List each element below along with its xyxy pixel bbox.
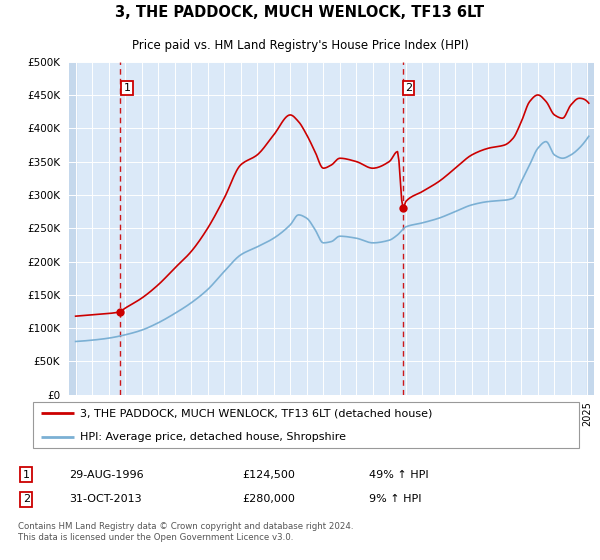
Text: HPI: Average price, detached house, Shropshire: HPI: Average price, detached house, Shro… — [80, 432, 346, 442]
Text: 2: 2 — [405, 83, 412, 94]
FancyBboxPatch shape — [33, 402, 579, 448]
Text: £280,000: £280,000 — [242, 494, 295, 504]
Text: 3, THE PADDOCK, MUCH WENLOCK, TF13 6LT (detached house): 3, THE PADDOCK, MUCH WENLOCK, TF13 6LT (… — [80, 408, 432, 418]
Text: 49% ↑ HPI: 49% ↑ HPI — [369, 470, 429, 480]
Bar — [69, 62, 76, 395]
Bar — [587, 62, 594, 395]
Text: 1: 1 — [124, 83, 130, 94]
Text: 2: 2 — [23, 494, 30, 504]
Text: 9% ↑ HPI: 9% ↑ HPI — [369, 494, 422, 504]
Text: 29-AUG-1996: 29-AUG-1996 — [70, 470, 144, 480]
Bar — [69, 62, 76, 395]
Text: £124,500: £124,500 — [242, 470, 295, 480]
Text: Contains HM Land Registry data © Crown copyright and database right 2024.
This d: Contains HM Land Registry data © Crown c… — [18, 522, 353, 542]
Text: 3, THE PADDOCK, MUCH WENLOCK, TF13 6LT: 3, THE PADDOCK, MUCH WENLOCK, TF13 6LT — [115, 6, 485, 20]
Bar — [587, 62, 594, 395]
Text: 31-OCT-2013: 31-OCT-2013 — [70, 494, 142, 504]
Text: Price paid vs. HM Land Registry's House Price Index (HPI): Price paid vs. HM Land Registry's House … — [131, 39, 469, 53]
Text: 1: 1 — [23, 470, 30, 480]
